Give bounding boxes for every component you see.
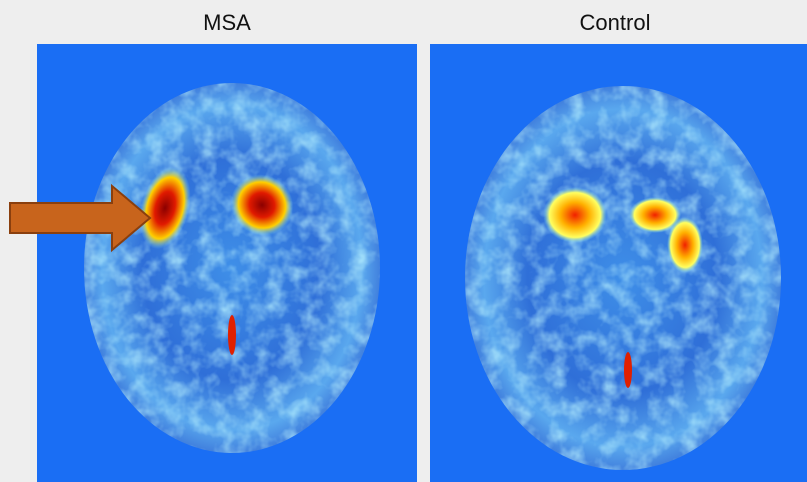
hot-region bbox=[139, 166, 191, 250]
arrow bbox=[9, 183, 152, 253]
hot-spot bbox=[228, 315, 236, 355]
warm-region bbox=[629, 197, 681, 233]
panel-msa: MSA bbox=[37, 10, 417, 482]
warm-region bbox=[667, 217, 703, 273]
warm-region bbox=[543, 187, 607, 243]
hot-region bbox=[230, 174, 294, 236]
panel-label: Control bbox=[580, 10, 651, 35]
hot-spot bbox=[624, 352, 632, 388]
brain-texture bbox=[84, 83, 380, 453]
panel-control: Control bbox=[430, 10, 807, 482]
brain-texture bbox=[465, 86, 781, 470]
panel-label: MSA bbox=[203, 10, 251, 35]
